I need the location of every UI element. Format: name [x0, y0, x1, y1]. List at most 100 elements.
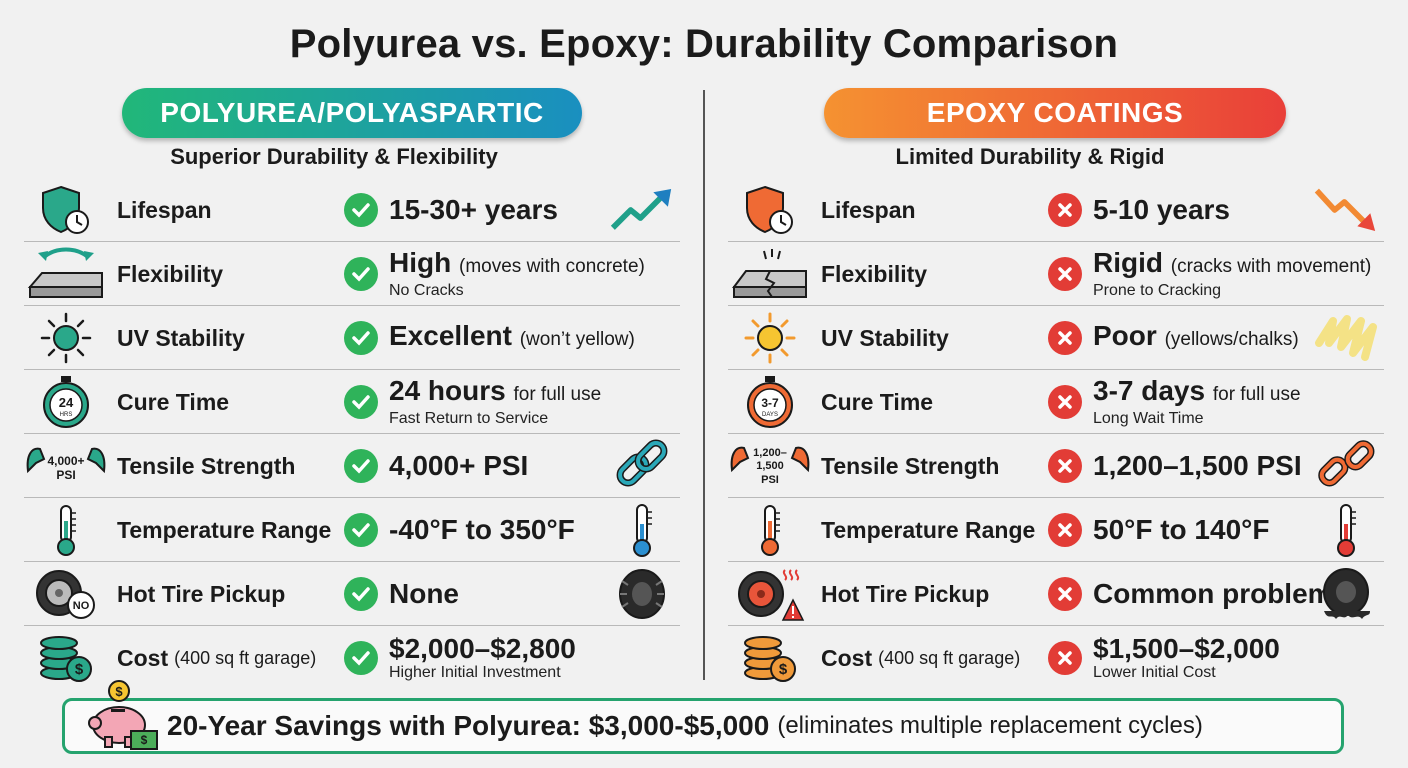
- trend-up-arrow-icon: [608, 182, 676, 238]
- epoxy-row-hot-tire-pickup: Hot Tire Pickup Common problem: [728, 562, 1384, 626]
- polyurea-row-flexibility: Flexibility High (moves with concrete) N…: [24, 242, 680, 306]
- row-value: 1,200–1,500 PSI: [1093, 450, 1302, 481]
- psi-number-mid: 1,500: [756, 460, 784, 472]
- trend-down-arrow-icon: [1312, 182, 1380, 238]
- coins-dollar-icon: $: [728, 632, 812, 684]
- flexible-slab-icon: [24, 247, 108, 300]
- row-value: Rigid: [1093, 247, 1163, 278]
- epoxy-row-tensile-strength: 1,200– 1,500 PSI Tensile Strength 1,200–…: [728, 434, 1384, 498]
- check-icon: [344, 449, 378, 483]
- thermometer-red-icon: [1312, 502, 1380, 558]
- cross-icon: [1048, 641, 1082, 675]
- hot-tire-warning-icon: [728, 568, 812, 621]
- muscle-psi-icon: 4,000+ PSI: [24, 440, 108, 492]
- row-label: Hot Tire Pickup: [117, 580, 286, 607]
- tire-icon: [608, 566, 676, 622]
- row-subtext: Fast Return to Service: [389, 410, 549, 427]
- epoxy-row-flexibility: Flexibility Rigid (cracks with movement)…: [728, 242, 1384, 306]
- psi-number: 4,000+: [47, 454, 84, 468]
- cross-icon: [1048, 513, 1082, 547]
- polyurea-row-cost: $ Cost (400 sq ft garage) $2,000–$2,800 H…: [24, 626, 680, 690]
- check-icon: [344, 257, 378, 291]
- polyurea-row-uv-stability: UV Stability Excellent (won’t yellow): [24, 306, 680, 370]
- page-title: Polyurea vs. Epoxy: Durability Compariso…: [289, 22, 1119, 66]
- melting-tire-icon: [1312, 566, 1380, 622]
- cross-icon: [1048, 449, 1082, 483]
- svg-text:$: $: [75, 661, 84, 678]
- psi-number-top: 1,200–: [753, 447, 787, 459]
- yellow-smudge-icon: [1312, 310, 1380, 366]
- row-value-extra: (moves with concrete): [459, 256, 645, 277]
- polyurea-row-tensile-strength: 4,000+ PSI Tensile Strength 4,000+ PSI: [24, 434, 680, 498]
- stopwatch-number: 3-7: [761, 396, 779, 410]
- psi-unit: PSI: [56, 468, 75, 482]
- epoxy-row-lifespan: Lifespan 5-10 years: [728, 178, 1384, 242]
- row-value: Common problem: [1093, 578, 1333, 609]
- polyurea-subtitle: Superior Durability & Flexibility: [170, 144, 498, 169]
- row-label: Hot Tire Pickup: [821, 580, 990, 607]
- sun-icon: [24, 312, 108, 364]
- row-label: Cost: [821, 644, 873, 671]
- chain-link-icon: [608, 438, 676, 494]
- no-label: NO: [73, 600, 90, 612]
- epoxy-row-cost: $ Cost (400 sq ft garage) $1,500–$2,000 L…: [728, 626, 1384, 690]
- row-subtext: Long Wait Time: [1093, 410, 1204, 427]
- epoxy-subtitle: Limited Durability & Rigid: [895, 144, 1165, 169]
- sun-icon: [728, 312, 812, 364]
- row-label: Cure Time: [117, 388, 230, 415]
- thermometer-blue-icon: [608, 502, 676, 558]
- stopwatch-icon: 24 HRS: [24, 376, 108, 428]
- savings-banner: $ $ 20-Year Savings with Polyurea: $3,00…: [62, 680, 1344, 754]
- row-subtext: Higher Initial Investment: [389, 664, 561, 681]
- row-value-extra: for full use: [513, 384, 602, 405]
- row-value: High: [389, 247, 452, 278]
- row-label: Tensile Strength: [821, 452, 1000, 479]
- cross-icon: [1048, 385, 1082, 419]
- stopwatch-number: 24: [59, 395, 74, 410]
- svg-text:$: $: [779, 661, 788, 678]
- row-subtext: Lower Initial Cost: [1093, 664, 1216, 681]
- row-value: 5-10 years: [1093, 194, 1231, 225]
- row-label: Tensile Strength: [117, 452, 296, 479]
- check-icon: [344, 385, 378, 419]
- row-value: 50°F to 140°F: [1093, 514, 1270, 545]
- row-label: UV Stability: [117, 324, 245, 351]
- polyurea-row-hot-tire-pickup: NO Hot Tire Pickup None: [24, 562, 680, 626]
- epoxy-header-pill: EPOXY COATINGS: [824, 88, 1286, 138]
- row-label-note: (400 sq ft garage): [174, 647, 317, 668]
- savings-note: (eliminates multiple replacement cycles): [777, 712, 1203, 739]
- row-label: Lifespan: [117, 196, 212, 223]
- tire-no-icon: NO: [24, 568, 108, 620]
- row-value: Poor: [1093, 320, 1157, 351]
- row-label: Cure Time: [821, 388, 934, 415]
- cross-icon: [1048, 321, 1082, 355]
- row-value-extra: for full use: [1212, 384, 1301, 405]
- row-value: 15-30+ years: [389, 194, 558, 225]
- svg-text:$: $: [115, 684, 123, 699]
- piggy-bank-icon: $ $: [85, 679, 161, 760]
- row-value: 4,000+ PSI: [389, 450, 529, 481]
- row-value: -40°F to 350°F: [389, 514, 575, 545]
- row-value-extra: (yellows/chalks): [1164, 329, 1299, 350]
- polyurea-row-lifespan: Lifespan 15-30+ years: [24, 178, 680, 242]
- row-label: Cost: [117, 644, 169, 671]
- row-subtext: No Cracks: [389, 282, 464, 299]
- stopwatch-unit: HRS: [60, 412, 73, 418]
- row-value: Excellent: [389, 320, 512, 351]
- epoxy-row-cure-time: 3-7 DAYS Cure Time 3-7 days for full use…: [728, 370, 1384, 434]
- muscle-psi-icon: 1,200– 1,500 PSI: [728, 440, 812, 492]
- column-divider: [703, 90, 705, 680]
- shield-clock-icon: [24, 184, 108, 236]
- row-value: 3-7 days: [1093, 375, 1206, 406]
- row-value: $2,000–$2,800: [389, 633, 576, 664]
- broken-chain-icon: [1312, 438, 1380, 494]
- cross-icon: [1048, 577, 1082, 611]
- row-label-note: (400 sq ft garage): [878, 647, 1021, 668]
- savings-headline: 20-Year Savings with Polyurea: $3,000-$5…: [167, 710, 770, 741]
- stopwatch-icon: 3-7 DAYS: [728, 376, 812, 428]
- cracked-slab-icon: [728, 248, 812, 300]
- row-label: Flexibility: [821, 260, 928, 287]
- row-value: None: [389, 578, 459, 609]
- coins-dollar-icon: $: [24, 632, 108, 684]
- svg-text:$: $: [141, 733, 148, 747]
